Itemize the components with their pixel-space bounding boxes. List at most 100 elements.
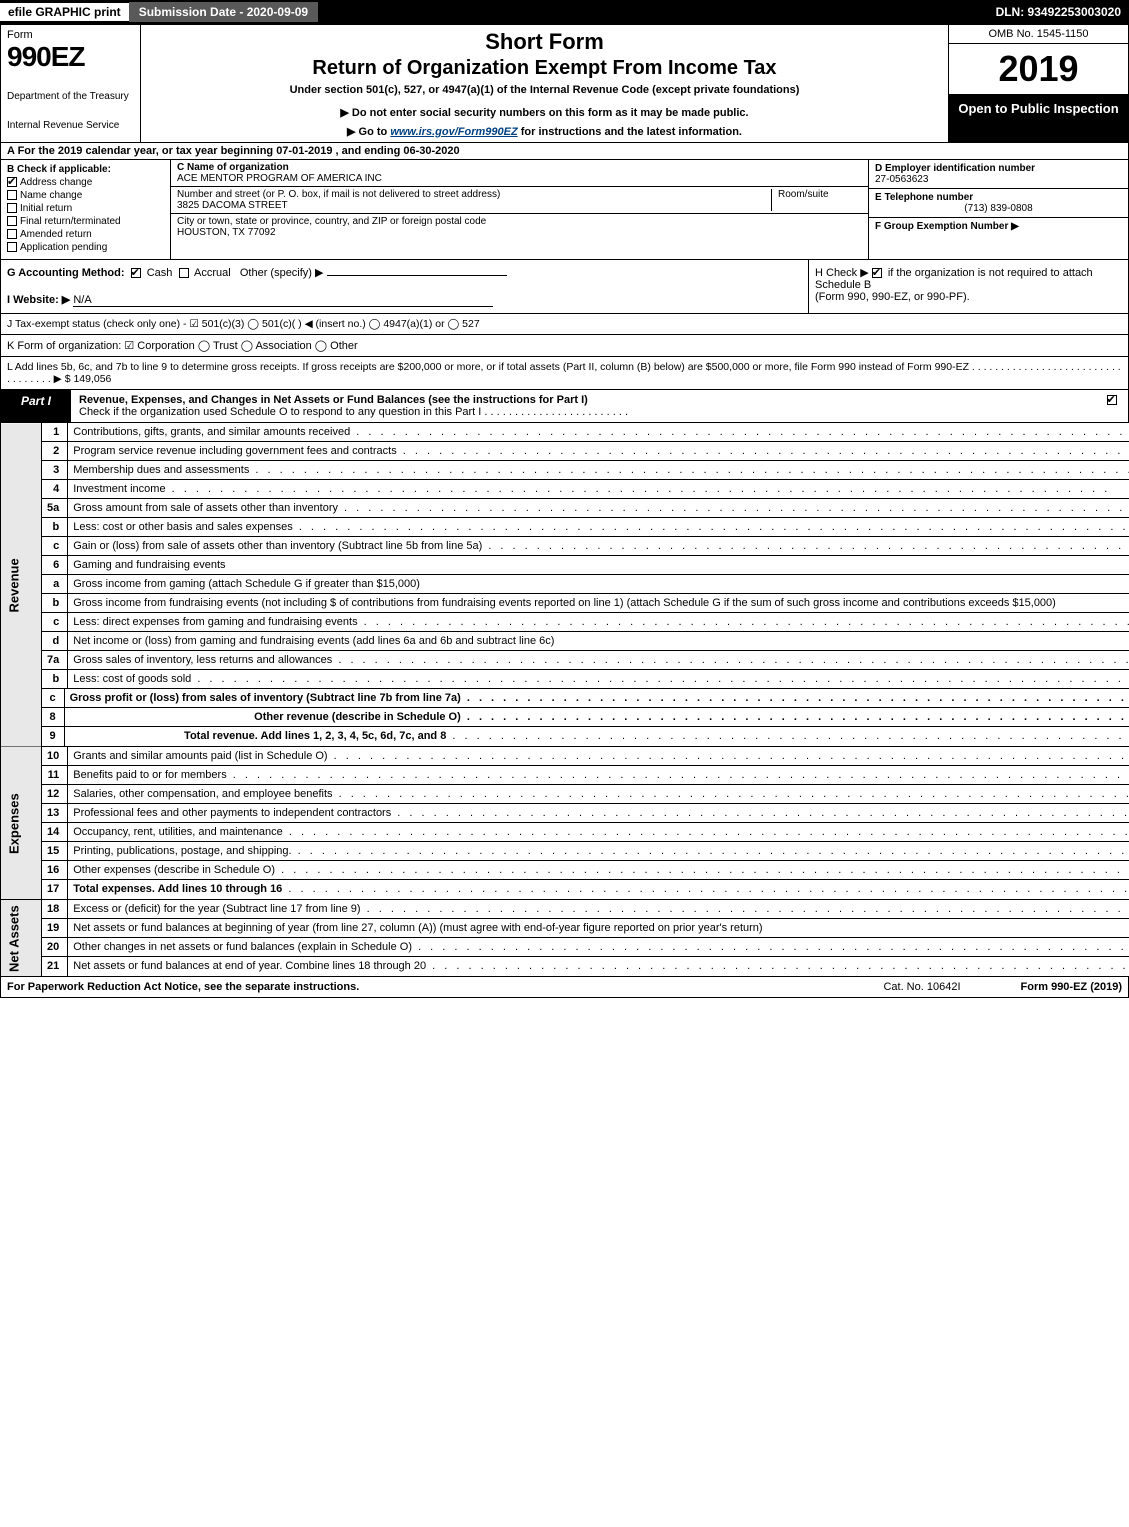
line-9: 9 Total revenue. Add lines 1, 2, 3, 4, 5…	[42, 727, 1129, 747]
cb-initial-return[interactable]: Initial return	[7, 203, 164, 214]
line-6: 6 Gaming and fundraising events	[1, 556, 1129, 575]
group-row: F Group Exemption Number ▶	[869, 218, 1128, 235]
cash-label: Cash	[147, 267, 173, 279]
l8-n: 8	[42, 708, 64, 727]
block-bcd: B Check if applicable: Address change Na…	[0, 160, 1129, 260]
cb-amended-return[interactable]: Amended return	[7, 229, 164, 240]
city-label: City or town, state or province, country…	[177, 216, 862, 227]
col-b-checkboxes: B Check if applicable: Address change Na…	[1, 160, 171, 259]
street-label: Number and street (or P. O. box, if mail…	[177, 189, 765, 200]
part1-checkbox[interactable]	[1098, 390, 1128, 422]
accounting-method: G Accounting Method: Cash Accrual Other …	[1, 260, 808, 313]
l16-desc: Other expenses (describe in Schedule O)	[73, 864, 1129, 876]
l9-desc: Total revenue. Add lines 1, 2, 3, 4, 5c,…	[184, 730, 446, 742]
line-6c: c Less: direct expenses from gaming and …	[1, 613, 1129, 632]
l5b-n: b	[42, 518, 68, 537]
cb-final-return[interactable]: Final return/terminated	[7, 216, 164, 227]
line-7c-8-9: c Gross profit or (loss) from sales of i…	[1, 689, 1129, 747]
l5c-n: c	[42, 537, 68, 556]
l13-desc: Professional fees and other payments to …	[73, 807, 1129, 819]
l7b-n: b	[42, 670, 68, 689]
part1-subtitle: Check if the organization used Schedule …	[79, 406, 628, 418]
ein-row: D Employer identification number 27-0563…	[869, 160, 1128, 189]
cb-schedule-b[interactable]	[872, 268, 882, 278]
line-2: 2 Program service revenue including gove…	[1, 442, 1129, 461]
paperwork-notice: For Paperwork Reduction Act Notice, see …	[7, 981, 359, 993]
netassets-side-label: Net Assets	[1, 900, 42, 977]
header-left: Form 990EZ Department of the Treasury In…	[1, 25, 141, 142]
col-c: C Name of organization ACE MENTOR PROGRA…	[171, 160, 868, 259]
l17-desc: Total expenses. Add lines 10 through 16	[73, 883, 282, 895]
l6b-n: b	[42, 594, 68, 613]
l14-desc: Occupancy, rent, utilities, and maintena…	[73, 826, 1129, 838]
revenue-side-label: Revenue	[1, 423, 42, 747]
line-7a: 7a Gross sales of inventory, less return…	[1, 651, 1129, 670]
cb-cash[interactable]	[131, 268, 141, 278]
line-10: Expenses 10 Grants and similar amounts p…	[1, 747, 1129, 766]
donot-line: ▶ Do not enter social security numbers o…	[149, 106, 940, 119]
ein: 27-0563623	[875, 174, 1122, 185]
l7c-n: c	[42, 689, 64, 708]
line-4: 4 Investment income 4	[1, 480, 1129, 499]
l6c-desc: Less: direct expenses from gaming and fu…	[73, 616, 1129, 628]
l1-desc: Contributions, gifts, grants, and simila…	[73, 426, 1129, 438]
col-d: D Employer identification number 27-0563…	[868, 160, 1128, 259]
group-label: F Group Exemption Number ▶	[875, 221, 1019, 232]
l20-desc: Other changes in net assets or fund bala…	[73, 941, 1129, 953]
l6-n: 6	[42, 556, 68, 575]
goto-link[interactable]: www.irs.gov/Form990EZ	[390, 126, 517, 138]
form-ref: Form 990-EZ (2019)	[1021, 981, 1122, 993]
l6-desc: Gaming and fundraising events	[68, 556, 1129, 575]
cb-name-change[interactable]: Name change	[7, 190, 164, 201]
line-14: 14 Occupancy, rent, utilities, and maint…	[1, 823, 1129, 842]
accrual-label: Accrual	[194, 267, 231, 279]
i-label: I Website: ▶	[7, 294, 70, 306]
page-footer: For Paperwork Reduction Act Notice, see …	[0, 977, 1129, 998]
cb-address-change-label: Address change	[20, 177, 92, 188]
cb-accrual[interactable]	[179, 268, 189, 278]
l7b-desc: Less: cost of goods sold	[73, 673, 1129, 685]
l15-n: 15	[42, 842, 68, 861]
line-19: 19 Net assets or fund balances at beginn…	[1, 919, 1129, 938]
under-section: Under section 501(c), 527, or 4947(a)(1)…	[149, 84, 940, 96]
street: 3825 DACOMA STREET	[177, 200, 765, 211]
line-11: 11 Benefits paid to or for members 11	[1, 766, 1129, 785]
l4-n: 4	[42, 480, 68, 499]
city: HOUSTON, TX 77092	[177, 227, 862, 238]
cb-application-pending[interactable]: Application pending	[7, 242, 164, 253]
form-number: 990EZ	[7, 41, 134, 73]
l10-desc: Grants and similar amounts paid (list in…	[73, 750, 1129, 762]
cat-no: Cat. No. 10642I	[883, 981, 960, 993]
l18-desc: Excess or (deficit) for the year (Subtra…	[73, 903, 1129, 915]
cb-initial-return-label: Initial return	[20, 203, 72, 214]
l8-desc: Other revenue (describe in Schedule O)	[70, 711, 1129, 723]
other-specify-label: Other (specify) ▶	[240, 267, 324, 279]
cb-amended-return-label: Amended return	[20, 229, 92, 240]
cb-application-pending-label: Application pending	[20, 242, 107, 253]
goto-line: ▶ Go to www.irs.gov/Form990EZ for instru…	[149, 125, 940, 138]
tel-label: E Telephone number	[875, 192, 1122, 203]
part1-title-text: Revenue, Expenses, and Changes in Net As…	[79, 394, 588, 406]
l1-n: 1	[42, 423, 68, 442]
l11-n: 11	[42, 766, 68, 785]
room-label: Room/suite	[778, 189, 862, 200]
line-16: 16 Other expenses (describe in Schedule …	[1, 861, 1129, 880]
cb-final-return-label: Final return/terminated	[20, 216, 121, 227]
l19-n: 19	[42, 919, 68, 938]
website-value: N/A	[73, 294, 493, 307]
row-k: K Form of organization: ☑ Corporation ◯ …	[0, 335, 1129, 357]
l5c-desc: Gain or (loss) from sale of assets other…	[73, 540, 1129, 552]
l20-n: 20	[42, 938, 68, 957]
tel-row: E Telephone number (713) 839-0808	[869, 189, 1128, 218]
part1-header: Part I Revenue, Expenses, and Changes in…	[0, 390, 1129, 423]
irs-label: Internal Revenue Service	[7, 120, 134, 131]
l6d-n: d	[42, 632, 68, 651]
tax-year: 2019	[949, 44, 1128, 95]
row-l-amount: $ 149,056	[65, 373, 112, 385]
nested-7c89: c Gross profit or (loss) from sales of i…	[42, 689, 1129, 747]
org-name: ACE MENTOR PROGRAM OF AMERICA INC	[177, 173, 862, 184]
department: Department of the Treasury	[7, 91, 134, 102]
row-j: J Tax-exempt status (check only one) - ☑…	[0, 314, 1129, 335]
cb-address-change[interactable]: Address change	[7, 177, 164, 188]
efile-label: efile GRAPHIC print	[0, 3, 129, 21]
